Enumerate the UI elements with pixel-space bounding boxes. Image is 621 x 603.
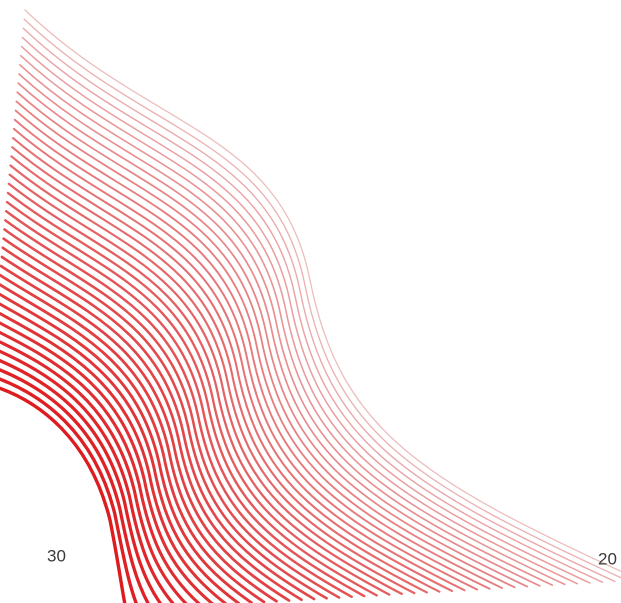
wave-line	[0, 349, 175, 603]
wave-line	[14, 109, 504, 589]
wave-line	[0, 368, 150, 603]
wave-line	[15, 100, 516, 589]
left-page-number: 30	[47, 546, 66, 565]
wave-line	[0, 255, 303, 602]
right-page-number: 20	[598, 549, 617, 568]
wave-line	[12, 127, 479, 591]
wave-line	[24, 9, 621, 573]
wave-line	[0, 340, 188, 603]
decorative-waves	[0, 9, 621, 603]
wave-line	[20, 45, 591, 584]
wave-line	[0, 273, 278, 603]
wave-line	[18, 73, 554, 586]
wave-line	[22, 27, 616, 583]
wave-line	[10, 155, 441, 593]
wave-line	[16, 91, 529, 588]
wave-line	[17, 82, 541, 587]
wave-line	[1, 246, 316, 601]
wave-line	[13, 118, 491, 590]
wave-line	[8, 173, 416, 595]
wave-line	[0, 321, 214, 603]
wave-line	[6, 191, 391, 596]
wave-line	[12, 137, 466, 592]
wave-line	[0, 358, 163, 603]
wave-line	[5, 210, 366, 598]
wave-line	[23, 18, 621, 579]
wave-line	[7, 182, 403, 596]
wave-line	[4, 219, 353, 599]
wave-line	[0, 292, 253, 603]
wave-line	[0, 311, 228, 603]
wave-line	[2, 237, 328, 600]
wave-line	[0, 283, 266, 603]
wave-line	[0, 377, 138, 603]
wave-line	[5, 200, 378, 597]
wave-line	[19, 64, 566, 586]
wave-line	[21, 36, 604, 583]
wave-line	[19, 54, 579, 585]
wave-line	[9, 164, 428, 594]
wave-line	[0, 330, 201, 603]
wave-line	[3, 228, 341, 599]
wave-line	[11, 146, 453, 593]
wave-line	[0, 264, 291, 602]
wave-line	[0, 302, 241, 603]
wave-line	[0, 386, 127, 603]
